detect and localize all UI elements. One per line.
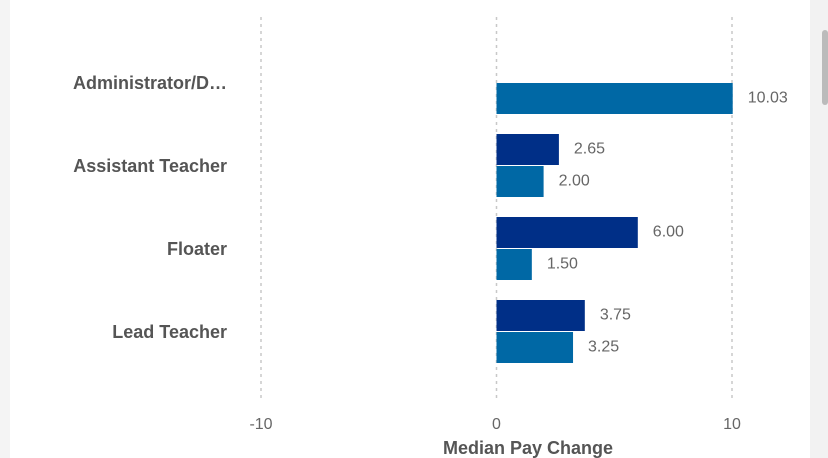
scrollbar[interactable] (810, 0, 828, 458)
value-label: 10.03 (748, 90, 788, 107)
bar (496, 249, 532, 280)
x-tick-label: 10 (723, 416, 741, 433)
bar (496, 166, 544, 197)
scrollbar-thumb[interactable] (822, 30, 828, 105)
value-label: 2.65 (574, 141, 605, 158)
category-label: Administrator/D… (73, 73, 227, 93)
category-label: Assistant Teacher (73, 156, 227, 176)
bar (496, 300, 585, 331)
bar (496, 332, 574, 363)
x-axis-title: Median Pay Change (443, 438, 613, 458)
x-tick-label: -10 (249, 416, 272, 433)
category-label: Floater (167, 239, 227, 259)
value-label: 2.00 (559, 173, 590, 190)
value-label: 3.25 (588, 339, 619, 356)
value-label: 1.50 (547, 256, 578, 273)
x-tick-label: 0 (492, 416, 501, 433)
value-label: 3.75 (600, 307, 631, 324)
category-label: Lead Teacher (112, 322, 227, 342)
bar (496, 217, 638, 248)
bar (496, 134, 559, 165)
left-edge (0, 0, 10, 458)
value-label: 6.00 (653, 224, 684, 241)
bar (496, 83, 733, 114)
